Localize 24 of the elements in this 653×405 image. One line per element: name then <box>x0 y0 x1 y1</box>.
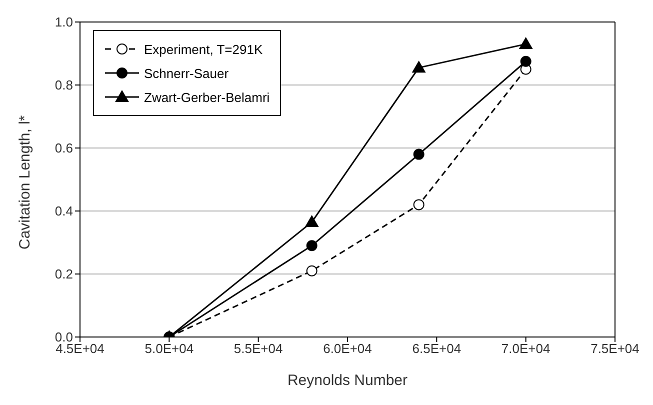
point <box>304 215 319 228</box>
x-tick-label: 6.5E+04 <box>412 341 462 356</box>
x-tick-label: 7.0E+04 <box>501 341 550 356</box>
legend-label: Zwart-Gerber-Belamri <box>144 90 270 104</box>
y-tick-label: 0.8 <box>54 78 73 93</box>
y-tick-label: 1.0 <box>54 14 73 30</box>
x-tick-label: 6.0E+04 <box>323 341 372 356</box>
point <box>520 56 532 67</box>
y-tick-label: 0.2 <box>54 266 73 282</box>
legend-label: Experiment, T=291K <box>144 42 263 56</box>
point <box>306 240 318 252</box>
x-axis-title: Reynolds Number <box>287 372 408 389</box>
point <box>306 265 318 276</box>
y-axis-title: Cavitation Length, l* <box>16 115 34 250</box>
y-tick-label: 0.4 <box>54 204 73 219</box>
x-tick-label: 5.0E+04 <box>144 341 194 356</box>
legend-label: Schnerr-Sauer <box>144 66 229 80</box>
point <box>413 199 424 210</box>
x-tick-label: 5.5E+04 <box>234 341 283 356</box>
y-tick-label: 0.6 <box>54 140 73 156</box>
point <box>412 60 426 73</box>
point <box>413 148 424 160</box>
x-tick-label: 7.5E+04 <box>590 341 640 356</box>
point <box>518 37 533 50</box>
